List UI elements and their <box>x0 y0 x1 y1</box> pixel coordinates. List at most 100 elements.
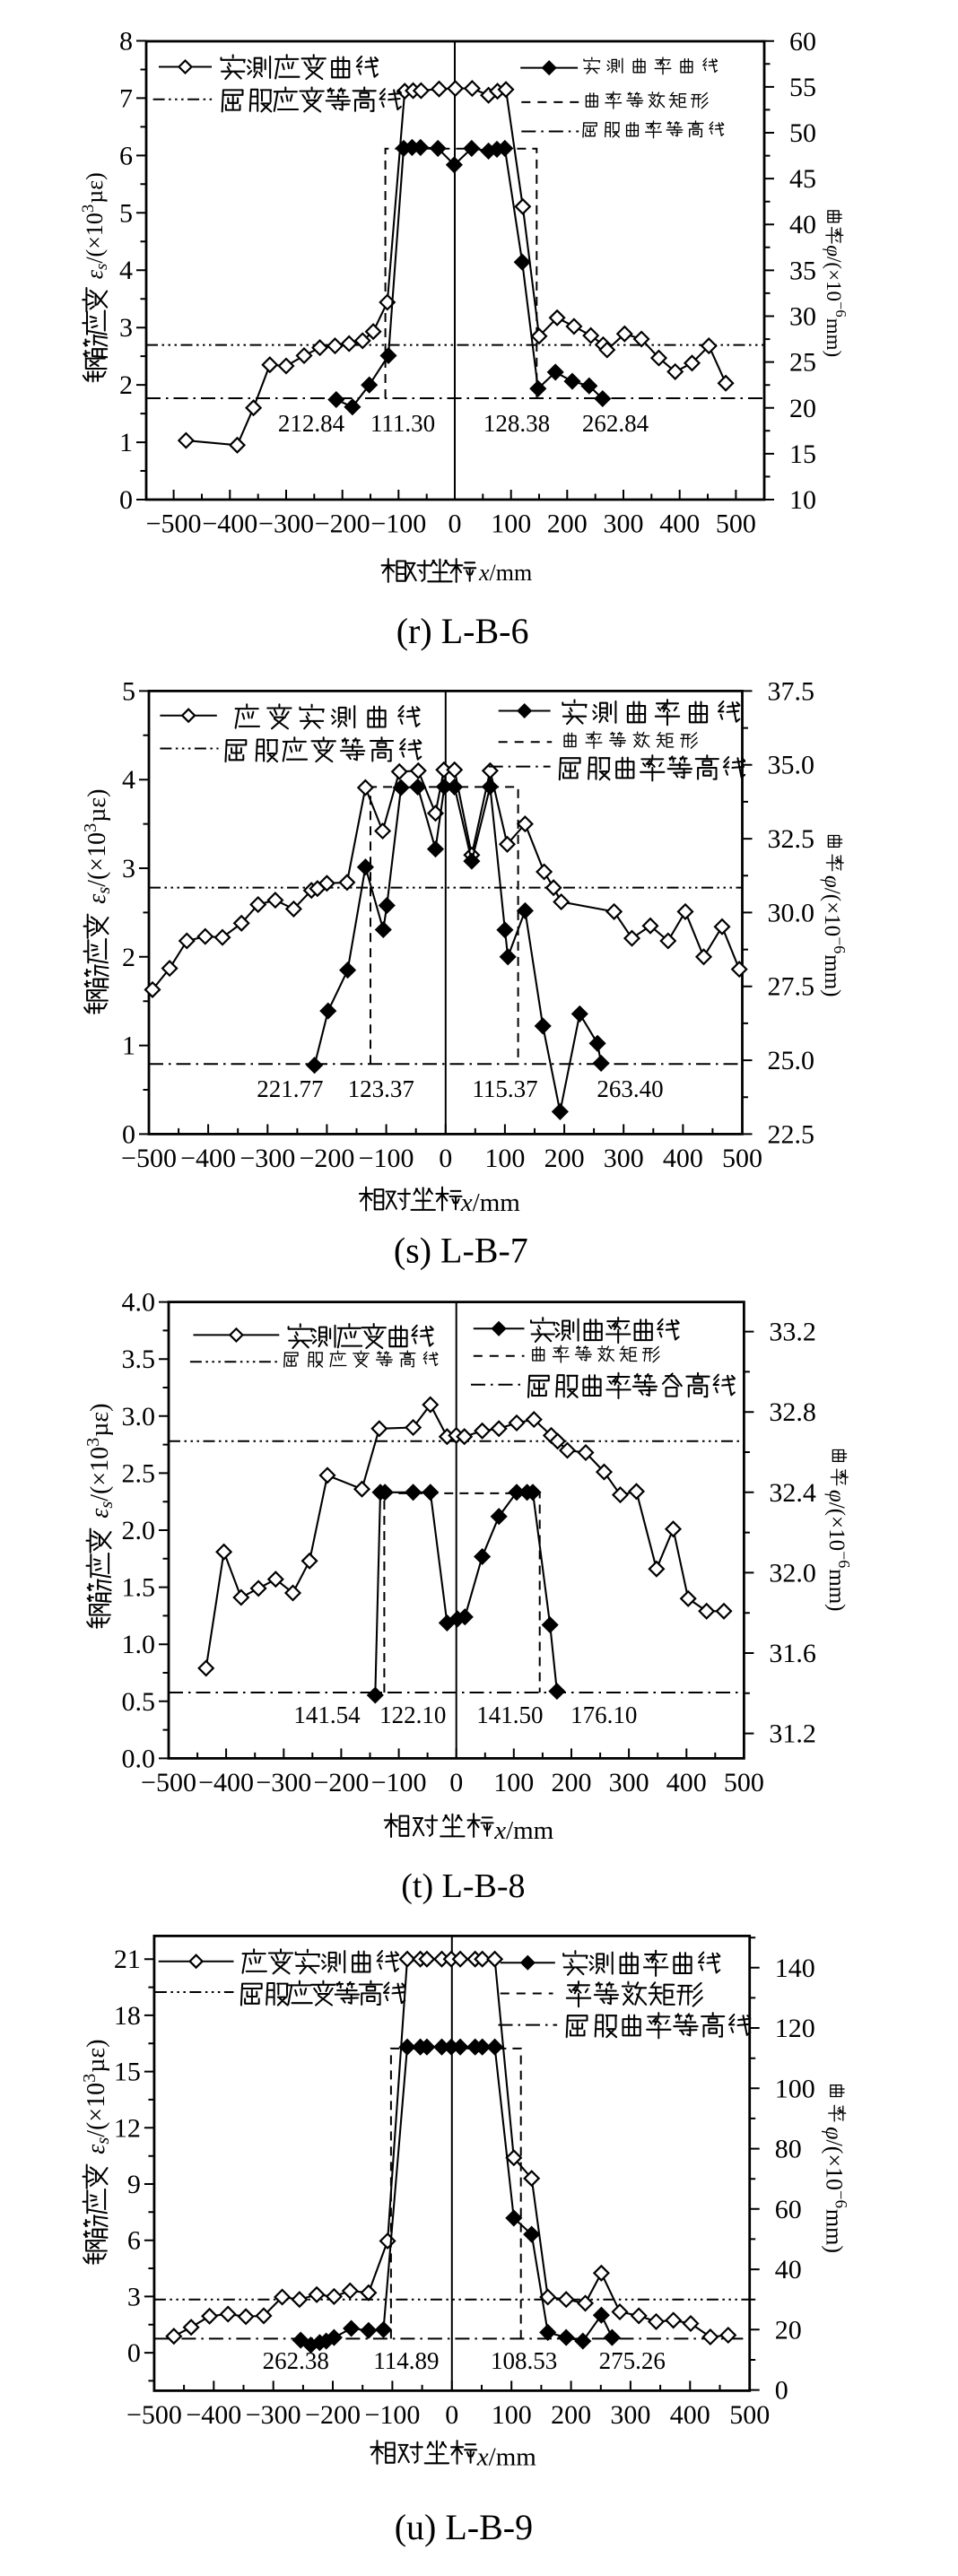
svg-text:−300: −300 <box>246 2400 301 2430</box>
svg-text:0: 0 <box>775 2376 788 2406</box>
svg-text:−100: −100 <box>371 1768 427 1797</box>
svg-text:φ/(×10−6mm): φ/(×10−6mm) <box>824 1490 853 1612</box>
svg-text:27.5: 27.5 <box>768 972 815 1002</box>
svg-text:6: 6 <box>119 141 133 170</box>
svg-text:20: 20 <box>789 394 816 423</box>
svg-text:−200: −200 <box>299 1144 354 1173</box>
svg-text:−400: −400 <box>186 2400 241 2430</box>
svg-text:2: 2 <box>122 943 135 972</box>
svg-text:3.5: 3.5 <box>122 1345 156 1374</box>
svg-text:60: 60 <box>775 2195 802 2224</box>
svg-text:111.30: 111.30 <box>370 410 435 437</box>
svg-text:176.10: 176.10 <box>570 1701 637 1728</box>
svg-text:εs/(×103µε): εs/(×103µε) <box>79 172 111 279</box>
svg-text:500: 500 <box>722 1144 762 1173</box>
svg-text:400: 400 <box>663 1144 703 1173</box>
svg-text:21: 21 <box>114 1945 141 1974</box>
svg-text:114.89: 114.89 <box>373 2347 439 2374</box>
svg-text:1: 1 <box>119 428 133 457</box>
svg-text:2: 2 <box>119 370 133 400</box>
svg-text:100: 100 <box>492 2400 532 2430</box>
svg-text:0: 0 <box>119 485 133 515</box>
svg-text:0: 0 <box>127 2338 141 2368</box>
svg-text:3: 3 <box>122 854 135 883</box>
svg-text:300: 300 <box>604 1144 644 1173</box>
svg-text:2.5: 2.5 <box>122 1458 156 1488</box>
svg-text:εs/(×103µε): εs/(×103µε) <box>80 2040 113 2154</box>
svg-text:221.77: 221.77 <box>257 1075 323 1102</box>
svg-text:5: 5 <box>122 676 135 706</box>
svg-text:0: 0 <box>439 1144 452 1173</box>
svg-text:x/mm: x/mm <box>478 560 532 586</box>
svg-text:15: 15 <box>789 439 816 469</box>
svg-text:7: 7 <box>119 83 133 113</box>
svg-text:(u) L-B-9: (u) L-B-9 <box>395 2507 533 2547</box>
svg-text:275.26: 275.26 <box>599 2347 666 2374</box>
svg-text:(t) L-B-8: (t) L-B-8 <box>401 1867 525 1905</box>
svg-text:0: 0 <box>449 509 462 539</box>
svg-text:400: 400 <box>659 509 700 539</box>
svg-text:−300: −300 <box>240 1144 295 1173</box>
svg-text:31.6: 31.6 <box>769 1639 816 1668</box>
svg-text:37.5: 37.5 <box>768 676 815 706</box>
svg-text:−500: −500 <box>121 1144 177 1173</box>
svg-text:500: 500 <box>716 509 756 539</box>
svg-text:−400: −400 <box>180 1144 236 1173</box>
svg-text:122.10: 122.10 <box>379 1701 446 1728</box>
svg-text:80: 80 <box>775 2135 802 2164</box>
svg-text:−100: −100 <box>364 2400 420 2430</box>
svg-text:8: 8 <box>119 27 133 57</box>
svg-text:300: 300 <box>604 509 644 539</box>
svg-text:212.84: 212.84 <box>278 410 345 437</box>
svg-text:32.4: 32.4 <box>769 1478 816 1508</box>
svg-text:0: 0 <box>445 2400 458 2430</box>
svg-text:200: 200 <box>552 1768 592 1797</box>
svg-text:−400: −400 <box>198 1768 254 1797</box>
svg-text:141.50: 141.50 <box>476 1701 543 1728</box>
svg-text:20: 20 <box>775 2315 802 2345</box>
svg-text:3: 3 <box>127 2282 141 2311</box>
svg-text:100: 100 <box>493 1768 534 1797</box>
svg-text:200: 200 <box>551 2400 591 2430</box>
svg-text:32.5: 32.5 <box>768 824 815 854</box>
svg-text:31.2: 31.2 <box>769 1719 816 1749</box>
svg-text:15: 15 <box>114 2058 141 2087</box>
svg-text:φ/(×10−6mm): φ/(×10−6mm) <box>823 245 849 357</box>
svg-text:50: 50 <box>789 118 816 148</box>
svg-text:500: 500 <box>729 2400 770 2430</box>
svg-text:400: 400 <box>670 2400 710 2430</box>
svg-text:3.0: 3.0 <box>122 1402 156 1432</box>
svg-text:−500: −500 <box>141 1768 196 1797</box>
svg-text:0.0: 0.0 <box>122 1744 156 1773</box>
svg-text:262.38: 262.38 <box>263 2347 329 2374</box>
svg-text:9: 9 <box>127 2170 141 2199</box>
svg-text:300: 300 <box>610 2400 650 2430</box>
svg-text:4: 4 <box>119 256 133 285</box>
svg-text:55: 55 <box>789 73 816 102</box>
svg-text:40: 40 <box>789 210 816 239</box>
svg-text:30: 30 <box>789 302 816 332</box>
svg-text:εs/(×103µε): εs/(×103µε) <box>81 789 114 904</box>
svg-text:128.38: 128.38 <box>483 410 550 437</box>
svg-text:6: 6 <box>127 2226 141 2256</box>
svg-text:−100: −100 <box>370 509 426 539</box>
svg-text:263.40: 263.40 <box>597 1075 663 1102</box>
svg-text:18: 18 <box>114 2001 141 2031</box>
svg-text:1.5: 1.5 <box>122 1573 156 1603</box>
svg-text:1.0: 1.0 <box>122 1630 156 1659</box>
svg-text:115.37: 115.37 <box>472 1075 537 1102</box>
svg-text:12: 12 <box>114 2113 141 2143</box>
svg-text:x/mm: x/mm <box>476 2443 536 2472</box>
svg-text:25: 25 <box>789 348 816 378</box>
svg-text:x/mm: x/mm <box>460 1188 520 1217</box>
svg-text:45: 45 <box>789 164 816 194</box>
svg-text:−500: −500 <box>126 2400 182 2430</box>
svg-text:−300: −300 <box>258 509 314 539</box>
svg-text:0: 0 <box>449 1768 463 1797</box>
svg-text:140: 140 <box>775 1954 815 1983</box>
svg-text:0: 0 <box>122 1119 135 1149</box>
svg-text:−300: −300 <box>256 1768 311 1797</box>
svg-text:−200: −200 <box>305 2400 361 2430</box>
svg-text:−400: −400 <box>202 509 257 539</box>
svg-text:100: 100 <box>491 509 531 539</box>
